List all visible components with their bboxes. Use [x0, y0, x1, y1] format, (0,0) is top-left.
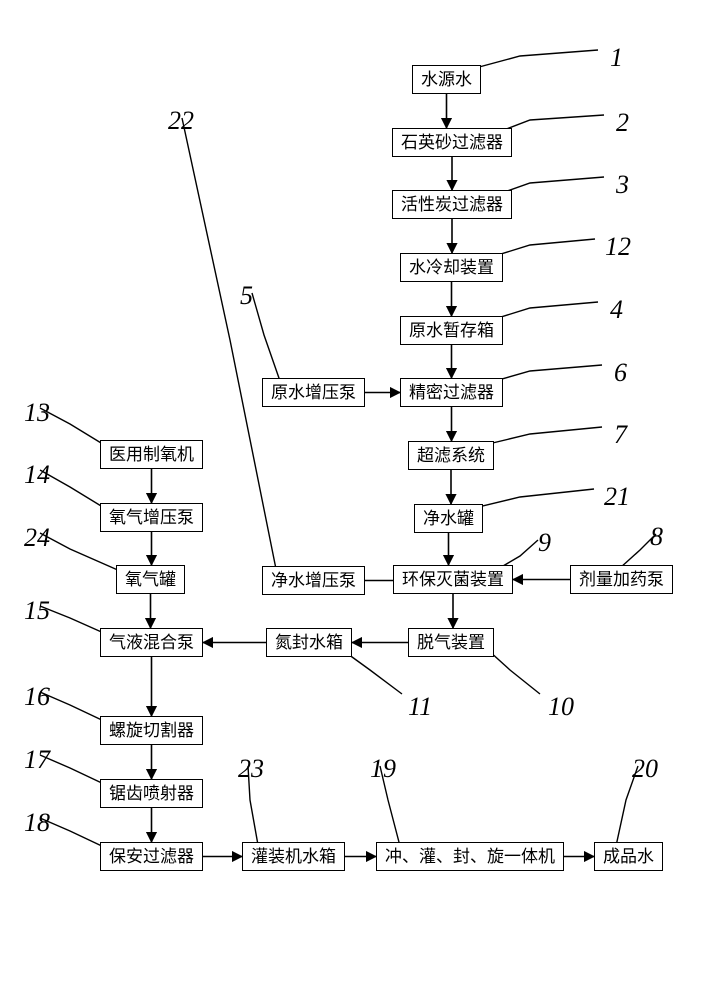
flow-node-n11: 氮封水箱: [266, 628, 352, 657]
flow-node-n9: 环保灭菌装置: [393, 565, 513, 594]
callout-19: 19: [370, 756, 396, 782]
flow-node-n20: 成品水: [594, 842, 663, 871]
callout-9: 9: [538, 530, 551, 556]
flow-node-n13: 医用制氧机: [100, 440, 203, 469]
flow-node-n10: 脱气装置: [408, 628, 494, 657]
callout-2: 2: [616, 110, 629, 136]
callout-4: 4: [610, 297, 623, 323]
flow-node-n4: 原水暂存箱: [400, 316, 503, 345]
callout-17: 17: [24, 747, 50, 773]
callout-3: 3: [616, 172, 629, 198]
flow-node-n7: 超滤系统: [408, 441, 494, 470]
flow-node-n5: 原水增压泵: [262, 378, 365, 407]
callout-8: 8: [650, 524, 663, 550]
flow-node-n3: 活性炭过滤器: [392, 190, 512, 219]
callout-7: 7: [614, 422, 627, 448]
flow-node-n18: 保安过滤器: [100, 842, 203, 871]
callout-18: 18: [24, 810, 50, 836]
flow-node-n2: 石英砂过滤器: [392, 128, 512, 157]
callout-20: 20: [632, 756, 658, 782]
callout-15: 15: [24, 598, 50, 624]
callout-16: 16: [24, 684, 50, 710]
callout-21: 21: [604, 484, 630, 510]
flow-node-n14: 氧气增压泵: [100, 503, 203, 532]
callout-5: 5: [240, 283, 253, 309]
flow-node-n1: 水源水: [412, 65, 481, 94]
callout-24: 24: [24, 525, 50, 551]
callout-12: 12: [605, 234, 631, 260]
flow-node-n15: 气液混合泵: [100, 628, 203, 657]
flow-node-n6: 精密过滤器: [400, 378, 503, 407]
flow-node-n19: 冲、灌、封、旋一体机: [376, 842, 564, 871]
callout-1: 1: [610, 45, 623, 71]
flow-node-n16: 螺旋切割器: [100, 716, 203, 745]
flow-node-n21: 净水罐: [414, 504, 483, 533]
callout-14: 14: [24, 462, 50, 488]
callout-22: 22: [168, 108, 194, 134]
callout-11: 11: [408, 694, 432, 720]
callout-6: 6: [614, 360, 627, 386]
callout-23: 23: [238, 756, 264, 782]
flow-node-n24: 氧气罐: [116, 565, 185, 594]
callout-13: 13: [24, 400, 50, 426]
callout-10: 10: [548, 694, 574, 720]
flow-node-n23: 灌装机水箱: [242, 842, 345, 871]
flow-node-n22: 净水增压泵: [262, 566, 365, 595]
flow-node-n12: 水冷却装置: [400, 253, 503, 282]
flow-node-n17: 锯齿喷射器: [100, 779, 203, 808]
flow-node-n8: 剂量加药泵: [570, 565, 673, 594]
